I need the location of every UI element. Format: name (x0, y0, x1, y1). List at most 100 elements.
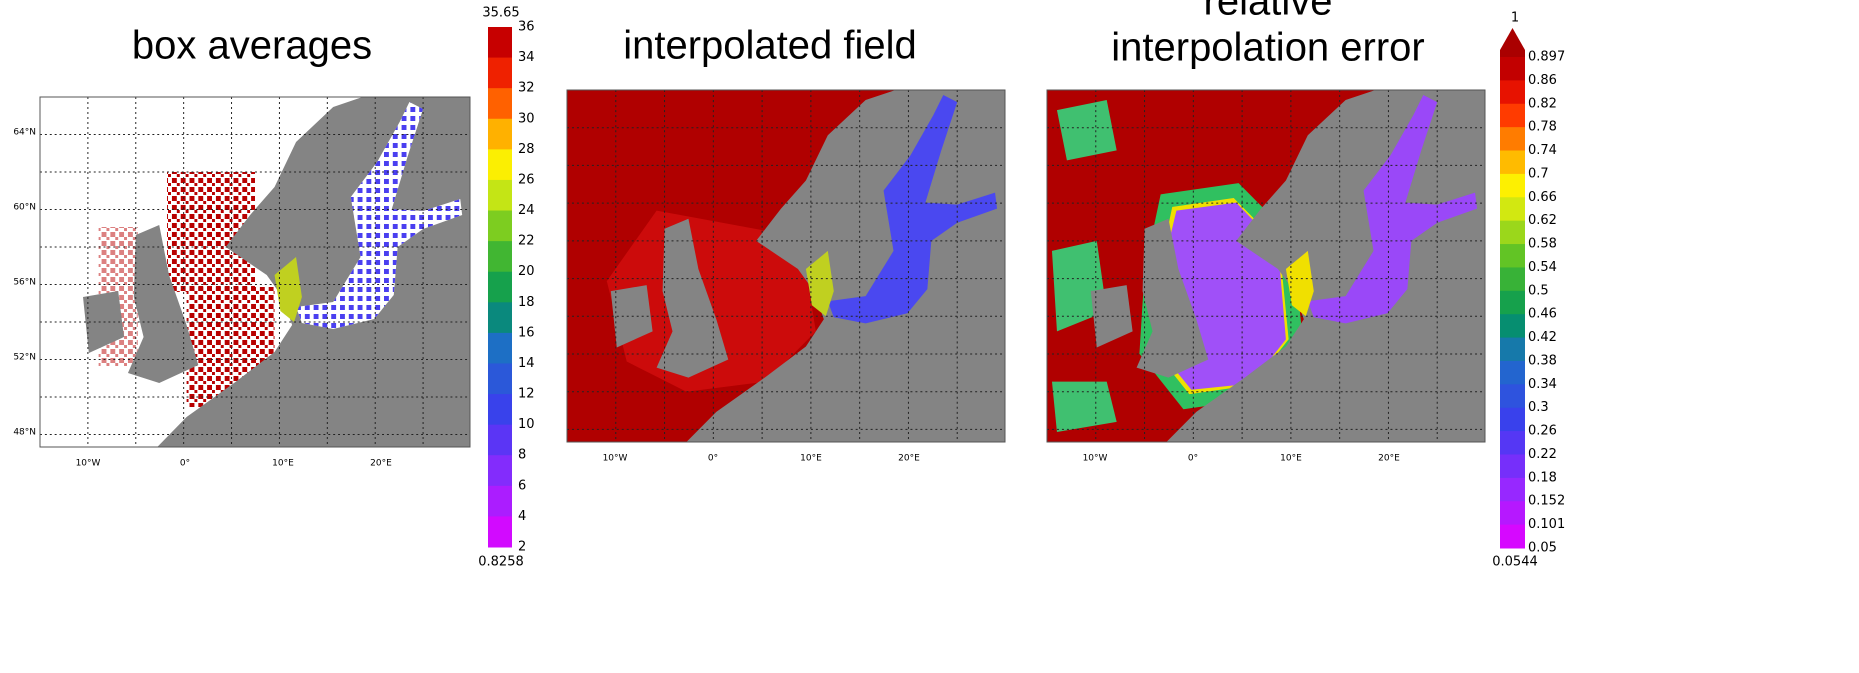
lat-label: 56°N (13, 278, 36, 288)
colorbar-box (1500, 80, 1525, 104)
colorbar-tick-label: 30 (518, 111, 535, 126)
lat-label: 64°N (13, 128, 36, 138)
colorbar-min-label: 0.8258 (478, 555, 524, 570)
colorbar-tick-label: 0.46 (1528, 307, 1557, 322)
map (567, 90, 1005, 442)
colorbar-tick-label: 12 (518, 387, 535, 402)
colorbar-box (1500, 478, 1525, 502)
map-body (567, 90, 1005, 442)
colorbar-tick-label: 20 (518, 264, 535, 279)
panel-title: box averages (132, 24, 372, 68)
colorbar-tick-label: 0.5 (1528, 283, 1549, 298)
colorbar-box (1500, 431, 1525, 455)
colorbar-tick-label: 24 (518, 203, 535, 218)
colorbar-box (488, 211, 512, 242)
lon-label: 10°E (800, 454, 822, 464)
lon-label: 10°W (1083, 454, 1108, 464)
colorbar-box (1500, 57, 1525, 81)
colorbar-box (1500, 151, 1525, 175)
colorbar-tick-label: 28 (518, 142, 535, 157)
colorbar-box (488, 394, 512, 425)
colorbar-tick-label: 0.58 (1528, 237, 1557, 252)
colorbar-box (1500, 338, 1525, 362)
colorbar-box (1500, 127, 1525, 151)
figure: 10°W 0° 10°E 20°E 64°N 60°N 56°N 52°N 48°N 10°W 0°… (0, 0, 1859, 673)
colorbar-tick-label: 22 (518, 234, 535, 249)
colorbar-max-label: 35.65 (482, 6, 519, 21)
colorbar-box (488, 272, 512, 303)
blob (1057, 100, 1117, 160)
colorbar-box (488, 180, 512, 211)
colorbar-tick-label: 4 (518, 509, 526, 524)
colorbar-tick-label: 0.66 (1528, 190, 1557, 205)
colorbar-tick-label: 0.05 (1528, 541, 1557, 556)
colorbar-box (488, 455, 512, 486)
colorbar-box (1500, 104, 1525, 128)
colorbar-tick-label: 0.3 (1528, 400, 1549, 415)
panel-title: interpolation error (1111, 26, 1425, 70)
colorbar-max-label: 1 (1511, 11, 1519, 26)
colorbar (1500, 28, 1525, 549)
colorbar-tick-label: 0.7 (1528, 166, 1549, 181)
colorbar-box (488, 241, 512, 272)
colorbar-box (1500, 267, 1525, 291)
lon-label: 10°W (603, 454, 628, 464)
colorbar-tick-label: 34 (518, 50, 535, 65)
colorbar-box (488, 88, 512, 119)
lon-label: 20°E (1378, 454, 1400, 464)
lon-label: 0° (180, 459, 190, 469)
colorbar-tick-label: 2 (518, 540, 526, 555)
map-body (40, 97, 470, 447)
colorbar-box (1500, 197, 1525, 221)
colorbar-box (1500, 501, 1525, 525)
colorbar-box (488, 516, 512, 547)
colorbar-box (488, 149, 512, 180)
colorbar-box (488, 27, 512, 58)
map (1047, 90, 1485, 442)
colorbar-box (488, 425, 512, 456)
colorbar-tick-label: 0.74 (1528, 143, 1557, 158)
colorbar-tick-label: 0.897 (1528, 50, 1565, 65)
colorbar-box (1500, 525, 1525, 549)
lon-label: 10°E (272, 459, 294, 469)
colorbar-triangle (1500, 28, 1525, 50)
colorbar-box (488, 363, 512, 394)
colorbar-tick-label: 26 (518, 172, 535, 187)
colorbar-tick-label: 0.38 (1528, 353, 1557, 368)
colorbar-tick-label: 0.101 (1528, 517, 1565, 532)
colorbar-tick-label: 14 (518, 356, 535, 371)
colorbar-box (488, 58, 512, 89)
lon-label: 10°E (1280, 454, 1302, 464)
colorbar-box (1500, 314, 1525, 338)
colorbar-tick-label: 0.18 (1528, 470, 1557, 485)
lat-label: 48°N (13, 428, 36, 438)
colorbar-box (1500, 361, 1525, 385)
lat-label: 60°N (13, 203, 36, 213)
lon-label: 10°W (76, 459, 101, 469)
panel-title: interpolated field (623, 24, 917, 68)
colorbar-tick-label: 10 (518, 417, 535, 432)
colorbar-tick-label: 0.54 (1528, 260, 1557, 275)
colorbar-tick-label: 0.78 (1528, 120, 1557, 135)
colorbar-tick-label: 0.34 (1528, 377, 1557, 392)
colorbar-tick-label: 18 (518, 295, 535, 310)
colorbar-tick-label: 0.42 (1528, 330, 1557, 345)
colorbar-box (1500, 291, 1525, 315)
colorbar-box (488, 486, 512, 517)
colorbar-box (1500, 221, 1525, 245)
colorbar-tick-label: 0.82 (1528, 96, 1557, 111)
colorbar-tick-label: 0.86 (1528, 73, 1557, 88)
colorbar-box (488, 302, 512, 333)
lon-label: 20°E (370, 459, 392, 469)
colorbar-tick-label: 32 (518, 81, 535, 96)
panel-title: relative (1204, 0, 1333, 24)
colorbar-box (1500, 384, 1525, 408)
map-body (1047, 90, 1485, 442)
lon-label: 0° (708, 454, 718, 464)
map (40, 97, 470, 447)
colorbar-box (1500, 244, 1525, 268)
colorbar-tick-label: 0.26 (1528, 424, 1557, 439)
colorbar-tick-label: 6 (518, 478, 526, 493)
lat-label: 52°N (13, 353, 36, 363)
lon-label: 0° (1188, 454, 1198, 464)
